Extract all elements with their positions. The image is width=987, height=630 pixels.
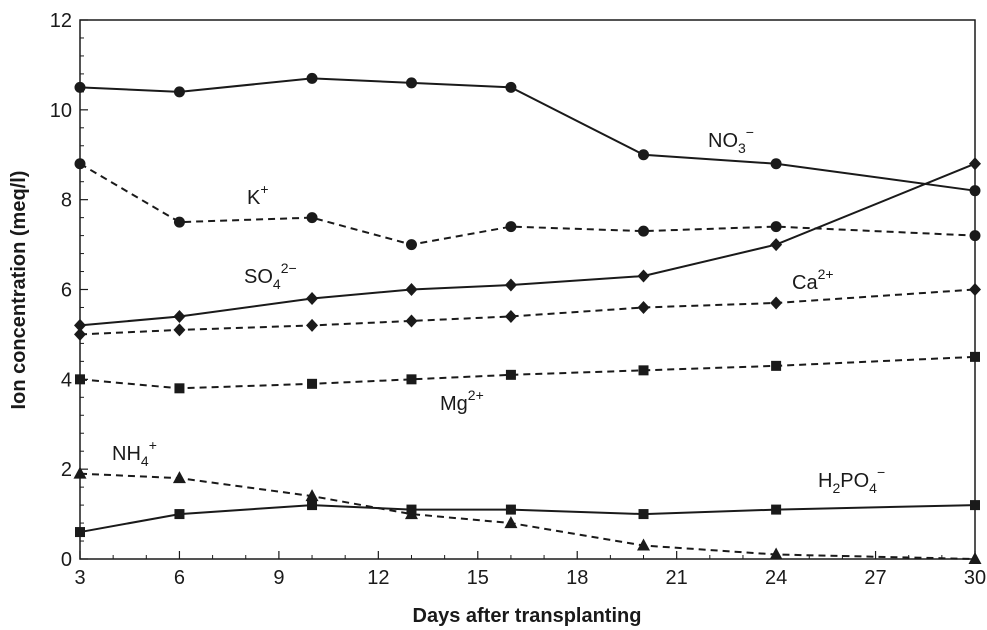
data-point [505, 81, 517, 93]
data-point [970, 500, 980, 511]
y-tick-label: 10 [50, 100, 72, 122]
x-tick-label: 27 [864, 567, 886, 589]
data-point [305, 489, 319, 502]
x-tick-label: 18 [566, 567, 588, 589]
data-point [173, 216, 185, 228]
y-axis-title: Ion concentration (meq/l) [8, 171, 30, 410]
x-tick-label: 12 [367, 567, 389, 589]
series-group [73, 72, 982, 564]
y-tick-label: 0 [61, 549, 72, 571]
data-point [968, 552, 982, 564]
data-point [173, 323, 186, 337]
data-point [770, 158, 782, 170]
series-label-1: K+ [247, 181, 269, 209]
data-point [770, 296, 783, 310]
x-tick-label: 15 [467, 567, 489, 589]
data-point [406, 504, 417, 515]
series-0 [74, 72, 981, 197]
data-point [969, 185, 981, 197]
y-tick-label: 2 [61, 459, 72, 481]
data-point [174, 383, 185, 394]
series-line [79, 162, 976, 246]
data-point [405, 283, 418, 296]
data-point [637, 538, 651, 551]
x-axis-title: Days after transplanting [413, 605, 642, 627]
data-point [637, 269, 650, 283]
data-point [504, 309, 517, 323]
x-tick-label: 3 [74, 567, 85, 589]
series-line [79, 355, 976, 390]
series-label-6: H2PO4− [818, 464, 885, 496]
data-point [638, 365, 649, 376]
data-point [505, 504, 516, 515]
series-4 [75, 351, 980, 394]
data-point [405, 239, 417, 251]
y-tick-label: 12 [50, 10, 72, 32]
series-label-2: SO42− [244, 260, 297, 292]
data-point [771, 504, 782, 515]
data-point [406, 374, 417, 385]
series-label-4: Mg2+ [440, 387, 484, 415]
series-1 [74, 158, 981, 251]
data-point [306, 291, 319, 305]
series-label-5: NH4+ [112, 437, 157, 469]
data-point [173, 86, 185, 98]
data-point [74, 81, 86, 93]
y-tick-label: 6 [61, 280, 72, 302]
data-point [638, 149, 650, 161]
series-line [79, 504, 976, 534]
data-point [405, 314, 418, 328]
y-tick-label: 8 [61, 190, 72, 212]
data-point [74, 318, 86, 332]
x-tick-label: 6 [174, 567, 185, 589]
data-point [771, 360, 782, 371]
data-point [637, 300, 650, 314]
data-point [505, 221, 517, 233]
series-2 [74, 157, 981, 332]
data-point [74, 327, 86, 341]
series-line [79, 472, 976, 560]
data-point [306, 72, 318, 84]
data-point [638, 509, 649, 520]
series-6 [75, 500, 980, 538]
data-point [969, 283, 981, 296]
series-label-3: Ca2+ [792, 266, 834, 294]
data-point [75, 374, 85, 385]
data-point [504, 278, 517, 292]
data-point [969, 157, 981, 171]
data-point [75, 527, 85, 538]
data-point [73, 466, 87, 479]
data-point [173, 309, 186, 323]
series-label-0: NO3− [708, 124, 754, 156]
x-tick-label: 30 [964, 567, 986, 589]
y-tick-label: 4 [61, 369, 72, 391]
series-line [79, 162, 976, 327]
series-3 [74, 283, 981, 341]
data-point [638, 225, 650, 237]
data-point [405, 77, 417, 89]
series-line [79, 288, 976, 336]
series-labels: NO3− K+ SO42− Ca2+ Mg2+ NH4+ H2PO4− [112, 124, 885, 496]
data-point [306, 318, 319, 332]
data-point [172, 471, 186, 484]
series-5 [73, 466, 982, 564]
data-point [769, 547, 783, 560]
data-point [307, 500, 318, 511]
data-point [306, 212, 318, 224]
data-point [969, 230, 981, 242]
x-tick-label: 21 [666, 567, 688, 589]
data-point [970, 351, 980, 362]
x-tick-label: 24 [765, 567, 787, 589]
series-line [79, 77, 976, 192]
data-point [770, 238, 783, 252]
data-point [74, 158, 86, 170]
data-point [307, 378, 318, 389]
data-point [770, 221, 782, 233]
x-tick-label: 9 [273, 567, 284, 589]
data-point [504, 516, 518, 529]
data-point [505, 369, 516, 380]
data-point [174, 509, 185, 520]
